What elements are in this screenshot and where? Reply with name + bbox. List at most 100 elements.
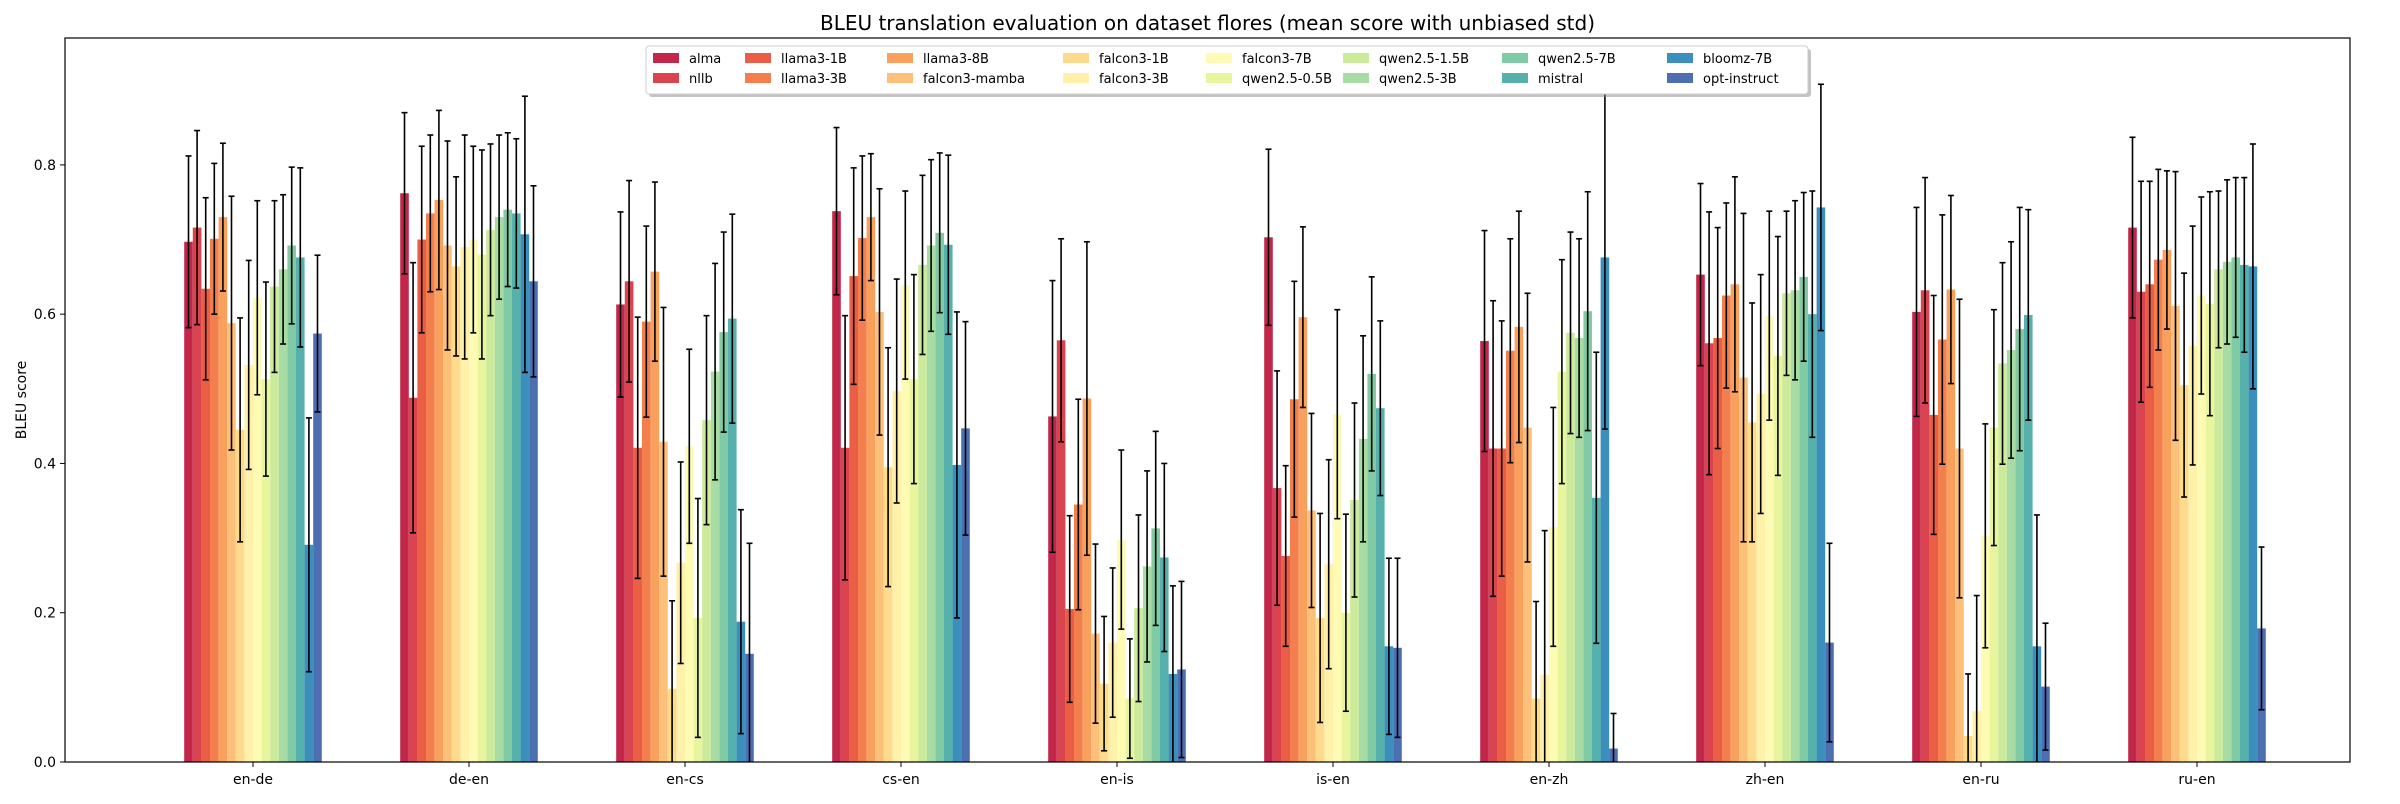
error-bar-llama3-1B-en-de bbox=[202, 196, 209, 381]
bar-opt-instruct-cs-en bbox=[961, 428, 970, 762]
error-bar-alma-en-cs bbox=[617, 211, 624, 398]
error-bar-bloomz-7B-de-en bbox=[521, 95, 528, 374]
error-bar-qwen2.5-1.5B-en-is bbox=[1135, 514, 1142, 703]
bar-falcon3-7B-en-cs bbox=[685, 446, 694, 762]
error-bar-qwen2.5-1.5B-de-en bbox=[487, 143, 494, 317]
bar-falcon3-3B-cs-en bbox=[892, 391, 901, 762]
error-bar-falcon3-mamba-cs-en bbox=[876, 187, 883, 436]
bar-alma-de-en bbox=[400, 193, 409, 762]
legend-item-llama3-1B: llama3-1B bbox=[745, 52, 847, 67]
error-bar-alma-ru-en bbox=[2129, 136, 2136, 319]
error-bar-alma-is-en bbox=[1265, 148, 1272, 327]
bar-alma-zh-en bbox=[1696, 274, 1705, 762]
error-bar-alma-de-en bbox=[401, 111, 408, 275]
bar-mistral-en-ru bbox=[2024, 314, 2033, 762]
error-bar-opt-instruct-cs-en bbox=[962, 320, 969, 536]
error-bar-qwen2.5-1.5B-en-zh bbox=[1567, 231, 1574, 435]
error-bar-opt-instruct-is-en bbox=[1394, 557, 1401, 739]
error-bar-mistral-en-is bbox=[1161, 462, 1168, 653]
legend-item-mistral: mistral bbox=[1502, 72, 1583, 87]
error-bar-falcon3-1B-zh-en bbox=[1749, 302, 1756, 543]
bar-qwen2.5-0.5B-en-zh bbox=[1557, 371, 1567, 762]
bar-qwen2.5-3B-ru-en bbox=[2222, 261, 2232, 762]
error-bar-mistral-is-en bbox=[1377, 320, 1384, 497]
error-bar-qwen2.5-7B-cs-en bbox=[936, 152, 943, 314]
bar-qwen2.5-1.5B-en-ru bbox=[1998, 363, 2007, 762]
error-bar-llama3-8B-cs-en bbox=[867, 152, 874, 282]
error-bar-nllb-en-de bbox=[194, 129, 201, 326]
legend-item-falcon3-1B: falcon3-1B bbox=[1063, 52, 1169, 67]
legend-swatch bbox=[745, 73, 771, 83]
error-bar-opt-instruct-en-ru bbox=[2042, 622, 2049, 751]
error-bar-nllb-en-zh bbox=[1490, 299, 1497, 598]
bar-llama3-3B-ru-en bbox=[2154, 259, 2163, 762]
error-bar-qwen2.5-0.5B-cs-en bbox=[910, 273, 917, 485]
error-bar-qwen2.5-7B-en-de bbox=[288, 166, 295, 325]
legend-swatch bbox=[653, 73, 679, 83]
legend-label: llama3-8B bbox=[923, 52, 989, 67]
bar-bloomz-7B-ru-en bbox=[2248, 266, 2258, 762]
legend-item-qwen2.5-1.5B: qwen2.5-1.5B bbox=[1343, 52, 1469, 67]
error-bar-llama3-3B-ru-en bbox=[2155, 168, 2162, 351]
bar-qwen2.5-7B-en-ru bbox=[2015, 329, 2024, 762]
bar-qwen2.5-0.5B-zh-en bbox=[1773, 355, 1783, 762]
legend-label: falcon3-3B bbox=[1099, 72, 1169, 87]
bar-falcon3-1B-cs-en bbox=[883, 467, 893, 762]
bar-qwen2.5-7B-is-en bbox=[1367, 373, 1376, 762]
x-tick-label: de-en bbox=[449, 772, 489, 788]
error-bar-falcon3-7B-en-is bbox=[1118, 449, 1125, 630]
error-bar-llama3-3B-en-is bbox=[1075, 398, 1082, 611]
bar-llama3-1B-is-en bbox=[1281, 556, 1290, 762]
bar-qwen2.5-7B-en-de bbox=[287, 245, 296, 762]
bar-opt-instruct-en-de bbox=[313, 333, 322, 762]
legend-swatch bbox=[1343, 73, 1369, 83]
legend-label: qwen2.5-7B bbox=[1538, 52, 1616, 67]
chart-title: BLEU translation evaluation on dataset f… bbox=[820, 11, 1595, 35]
error-bar-qwen2.5-1.5B-en-de bbox=[271, 199, 278, 374]
error-bar-falcon3-7B-en-zh bbox=[1550, 406, 1557, 648]
legend-label: falcon3-1B bbox=[1099, 52, 1169, 67]
error-bar-qwen2.5-0.5B-en-is bbox=[1126, 638, 1133, 760]
bar-llama3-3B-en-zh bbox=[1506, 350, 1515, 762]
bar-alma-en-cs bbox=[616, 304, 625, 762]
error-bar-alma-cs-en bbox=[833, 126, 840, 296]
bar-mistral-de-en bbox=[512, 213, 521, 762]
error-bar-falcon3-7B-cs-en bbox=[902, 190, 909, 380]
bar-llama3-3B-cs-en bbox=[858, 238, 867, 762]
bar-qwen2.5-1.5B-en-zh bbox=[1566, 332, 1575, 762]
error-bar-qwen2.5-7B-de-en bbox=[504, 131, 511, 288]
error-bar-falcon3-mamba-en-ru bbox=[1956, 298, 1963, 599]
error-bar-llama3-8B-de-en bbox=[435, 109, 442, 291]
y-tick-label: 0.6 bbox=[34, 307, 56, 323]
error-bar-falcon3-7B-ru-en bbox=[2198, 196, 2205, 395]
bar-llama3-8B-zh-en bbox=[1730, 284, 1740, 762]
legend-swatch bbox=[1502, 53, 1528, 63]
error-bar-falcon3-7B-de-en bbox=[470, 145, 477, 334]
legend-swatch bbox=[1063, 73, 1089, 83]
legend-item-llama3-8B: llama3-8B bbox=[887, 52, 989, 67]
legend-swatch bbox=[887, 53, 913, 63]
error-bar-llama3-8B-en-is bbox=[1083, 240, 1090, 557]
error-bar-falcon3-3B-en-is bbox=[1109, 567, 1116, 719]
bar-falcon3-mamba-en-zh bbox=[1523, 427, 1532, 762]
error-bar-llama3-3B-en-zh bbox=[1507, 237, 1514, 464]
bar-qwen2.5-1.5B-cs-en bbox=[918, 264, 927, 762]
error-bar-llama3-1B-cs-en bbox=[850, 167, 857, 386]
bar-nllb-en-de bbox=[192, 227, 202, 762]
error-bar-qwen2.5-3B-en-zh bbox=[1576, 237, 1583, 439]
error-bar-bloomz-7B-en-is bbox=[1169, 585, 1176, 762]
error-bar-falcon3-3B-de-en bbox=[461, 134, 468, 360]
error-bar-nllb-cs-en bbox=[842, 314, 849, 581]
error-bar-qwen2.5-1.5B-is-en bbox=[1351, 402, 1358, 598]
y-tick-label: 0.8 bbox=[34, 158, 56, 174]
error-bar-llama3-3B-zh-en bbox=[1723, 202, 1730, 389]
bar-qwen2.5-3B-de-en bbox=[494, 217, 504, 762]
bar-alma-en-de bbox=[184, 241, 193, 762]
error-bar-alma-en-ru bbox=[1913, 206, 1920, 418]
error-bar-opt-instruct-de-en bbox=[530, 184, 537, 378]
legend-item-opt-instruct: opt-instruct bbox=[1667, 72, 1779, 87]
error-bar-bloomz-7B-en-cs bbox=[737, 508, 744, 735]
bar-mistral-en-cs bbox=[728, 318, 737, 762]
bar-qwen2.5-1.5B-zh-en bbox=[1782, 293, 1791, 762]
error-bar-alma-en-is bbox=[1049, 279, 1056, 554]
